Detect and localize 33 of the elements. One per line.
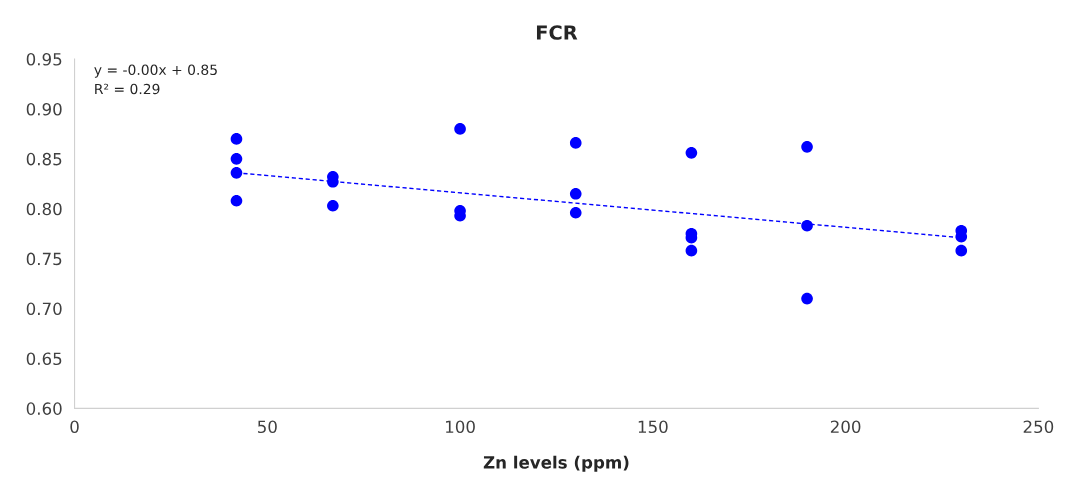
point — [801, 219, 813, 232]
y-tick-label: 0.75 — [26, 252, 62, 266]
y-tick-label: 0.85 — [26, 152, 62, 166]
y-tick-label: 0.70 — [26, 302, 62, 316]
x-tick-label: 0 — [70, 420, 79, 434]
point — [230, 133, 243, 145]
point — [569, 206, 582, 219]
point — [801, 292, 813, 305]
point — [685, 244, 698, 257]
annotation: R² = 0.29 — [95, 83, 160, 95]
x-tick-label: 50 — [258, 420, 277, 434]
point — [801, 141, 813, 153]
y-tick-label: 0.60 — [26, 402, 62, 415]
x-tick-label: 250 — [1023, 420, 1054, 434]
point — [569, 137, 582, 149]
y-tick-label: 0.95 — [26, 53, 62, 66]
x-axis-title: Zn levels (ppm) — [483, 455, 629, 472]
point — [327, 199, 339, 212]
point — [230, 153, 243, 165]
y-tick-label: 0.80 — [26, 202, 62, 216]
point — [955, 244, 968, 257]
x-tick-label: 150 — [638, 420, 668, 434]
point — [230, 194, 243, 207]
point — [569, 187, 582, 200]
point — [454, 123, 466, 135]
x-tick-label: 200 — [830, 420, 861, 434]
annotation: y = -0.00x + 0.85 — [94, 64, 217, 78]
point — [230, 167, 243, 179]
y-tick-label: 0.65 — [26, 352, 62, 366]
x-tick-label: 100 — [446, 420, 475, 434]
point — [685, 147, 698, 159]
chart-title: FCR — [536, 25, 578, 40]
y-tick-label: 0.90 — [26, 102, 62, 116]
